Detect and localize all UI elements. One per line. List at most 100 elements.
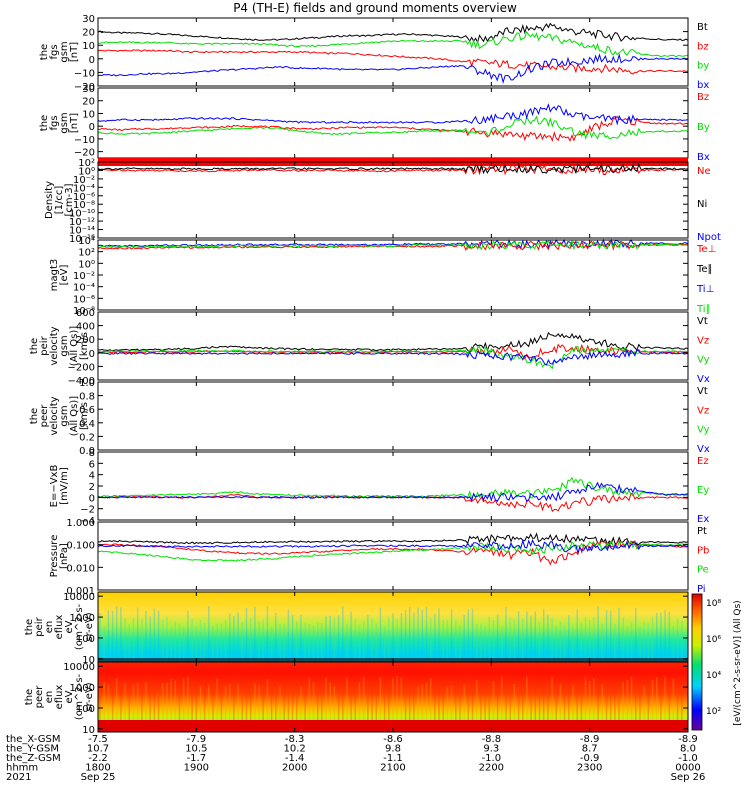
panel-9: 10000 1000 100 10 the peir en eflux eV (cm^2-s-sr…: [24, 591, 689, 666]
y-axis-label: [1/cc]: [54, 186, 65, 215]
y-tick-label: 10⁻²: [73, 175, 95, 186]
y-axis-label: [km/s: [79, 402, 90, 430]
y-tick-label: −10: [74, 135, 95, 146]
ephemeris-value: -8.8: [482, 734, 502, 745]
y-tick-label: 2: [89, 482, 95, 493]
legend-label: bx: [697, 80, 709, 91]
series-line-blue: [97, 238, 689, 250]
y-tick-label: −20: [74, 82, 95, 93]
y-axis-label: [cm-3]: [64, 183, 75, 216]
y-tick-label: 6: [89, 459, 95, 470]
y-tick-label: −400: [68, 376, 95, 387]
series-line-blue: [97, 538, 689, 555]
y-tick-label: 0.4: [79, 419, 95, 430]
panel-frame: [97, 17, 689, 87]
y-axis-label: (All Qs)]: [69, 396, 80, 436]
y-tick-label: 0.6: [79, 405, 95, 416]
ephemeris-value: 1800: [85, 763, 110, 774]
legend-label: Vz: [697, 405, 709, 416]
legend-label: Ti∥: [696, 304, 711, 315]
y-axis-label: magt3: [49, 259, 60, 292]
legend-label: Vx: [697, 374, 710, 385]
legend-label: Ti⊥: [696, 284, 714, 295]
y-tick-label: 600: [76, 308, 95, 319]
y-tick-label: −20: [74, 148, 95, 159]
y-tick-label: −10: [74, 68, 95, 79]
colorbar-tick-label: 10⁶: [706, 635, 721, 645]
series-line-red: [97, 539, 689, 566]
ephemeris-value: -7.9: [187, 734, 207, 745]
panel-10: 10000 1000 100 10 the peer en eflux eV (cm^2-s-sr…: [24, 661, 689, 736]
y-axis-label: the: [39, 115, 50, 131]
series-line-black: [97, 162, 689, 175]
ephemeris-row-label: 2021: [6, 772, 31, 783]
y-axis-label: velocity: [49, 326, 60, 365]
legend-label: Vx: [697, 444, 710, 455]
y-axis-label: gsm: [59, 405, 70, 426]
y-axis-label: [nT]: [69, 113, 80, 133]
y-axis-label: fgs: [49, 115, 60, 130]
y-tick-label: 0.100: [66, 541, 95, 552]
ephemeris-value: 10.2: [284, 744, 306, 755]
y-tick-label: 0: [89, 55, 95, 66]
y-tick-label: 10⁻²: [73, 271, 95, 282]
plot-title: P4 (TH-E) fields and ground moments over…: [233, 1, 517, 15]
ephemeris-value: 2200: [479, 763, 504, 774]
colorbar: 10⁸ 10⁶ 10⁴ 10² [eV/(cm^2-s-sr-eV)] (All Qs): [691, 593, 743, 731]
legend-label: Te⊥: [696, 244, 716, 255]
y-tick-label: 0: [89, 493, 95, 504]
series-line-green: [97, 115, 689, 140]
legend-label: bz: [697, 41, 709, 52]
legend-label: Ne: [697, 166, 711, 177]
legend-label: Npot: [697, 232, 721, 243]
legend-label: Vy: [697, 355, 710, 366]
y-tick-label: 8: [89, 448, 95, 459]
panel-frame: [97, 87, 689, 159]
ephemeris-value: -0.9: [580, 753, 600, 764]
y-tick-label: 200: [76, 335, 95, 346]
ephemeris-value: -1.1: [383, 753, 403, 764]
y-axis-label: gsm: [59, 335, 70, 356]
legend-label: By: [697, 122, 710, 133]
panel-3: 10²10⁰10⁻²10⁻⁴10⁻⁶10⁻⁸10⁻¹⁰10⁻¹²10⁻¹⁴10⁻…: [44, 158, 721, 245]
legend-label: Ex: [697, 514, 709, 525]
colorbar-scale: [691, 593, 703, 731]
y-axis-label: the: [29, 338, 40, 354]
y-axis-label: velocity: [49, 396, 60, 435]
y-tick-label: 0.001: [66, 586, 95, 597]
y-tick-label: −200: [68, 362, 95, 373]
legend-label: Vt: [697, 316, 708, 327]
ephemeris-value: -1.4: [285, 753, 305, 764]
y-tick-label: 10²: [78, 248, 95, 259]
panel-frame: [97, 521, 689, 591]
y-axis-label: en: [44, 691, 55, 704]
y-tick-label: 10⁻⁸: [73, 306, 95, 317]
ephemeris-value: -1.7: [187, 753, 207, 764]
ephemeris-row-label: the_X-GSM: [6, 734, 60, 745]
y-tick-label: 10⁻¹²: [69, 217, 95, 228]
ephemeris-value: 9.8: [385, 744, 401, 755]
y-axis-label: (cm^2-s-: [74, 673, 85, 720]
y-axis-label: sr-eV): [84, 612, 95, 641]
ephemeris-value: 9.3: [483, 744, 499, 755]
y-tick-label: 4: [89, 471, 95, 482]
panel-frame: [97, 311, 689, 381]
y-axis-label: [eV]: [59, 265, 70, 286]
y-axis-label: the: [24, 619, 35, 635]
spectrogram-fill: [98, 592, 688, 662]
y-axis-label: the: [39, 44, 50, 60]
y-tick-label: 100: [76, 634, 95, 645]
ephemeris-row-label: the_Z-GSM: [6, 753, 61, 764]
y-tick-label: 10⁻¹⁴: [69, 226, 95, 237]
series-line-black: [97, 532, 689, 546]
ephemeris-value: -7.5: [88, 734, 108, 745]
ephemeris-row-label: the_Y-GSM: [6, 744, 59, 755]
y-tick-label: 0: [89, 349, 95, 360]
series-line-blue: [97, 481, 689, 503]
ephemeris-value: 2100: [380, 763, 405, 774]
y-axis-label: peer: [39, 404, 50, 428]
ephemeris-value: -1.0: [482, 753, 502, 764]
y-tick-label: 10⁻¹⁶: [69, 234, 95, 245]
y-tick-label: 0.0: [79, 446, 95, 457]
